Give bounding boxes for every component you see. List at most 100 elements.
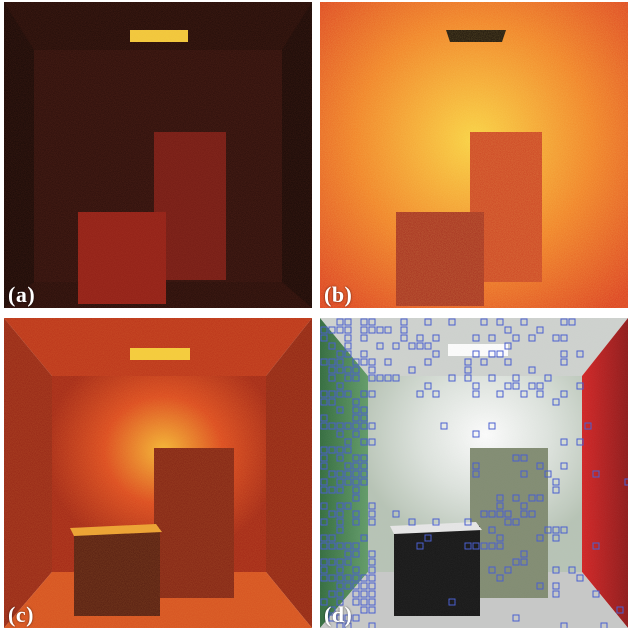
grid-square bbox=[320, 414, 328, 422]
cornell-box-render-a bbox=[4, 2, 312, 308]
grid-square bbox=[424, 534, 432, 542]
grid-square bbox=[328, 358, 336, 366]
grid-square bbox=[560, 526, 568, 534]
grid-square bbox=[520, 390, 528, 398]
grid-square bbox=[360, 582, 368, 590]
grid-square bbox=[352, 414, 360, 422]
grid-square bbox=[336, 422, 344, 430]
grid-square bbox=[400, 318, 408, 326]
grid-square bbox=[344, 350, 352, 358]
grid-square bbox=[552, 590, 560, 598]
grid-square bbox=[344, 438, 352, 446]
grid-square bbox=[552, 334, 560, 342]
grid-square bbox=[336, 430, 344, 438]
grid-square bbox=[336, 574, 344, 582]
grid-square bbox=[496, 350, 504, 358]
grid-square bbox=[344, 574, 352, 582]
grid-square bbox=[384, 374, 392, 382]
grid-square bbox=[392, 342, 400, 350]
grid-square bbox=[336, 446, 344, 454]
grid-square bbox=[560, 390, 568, 398]
grid-square bbox=[344, 446, 352, 454]
grid-square bbox=[592, 590, 600, 598]
grid-square bbox=[328, 366, 336, 374]
grid-square bbox=[512, 334, 520, 342]
grid-square bbox=[328, 590, 336, 598]
grid-square bbox=[368, 510, 376, 518]
grid-square bbox=[576, 438, 584, 446]
grid-square bbox=[352, 598, 360, 606]
grid-square bbox=[360, 534, 368, 542]
grid-square bbox=[560, 318, 568, 326]
grid-square bbox=[480, 318, 488, 326]
grid-square bbox=[368, 598, 376, 606]
grid-square bbox=[512, 614, 520, 622]
grid-square bbox=[464, 518, 472, 526]
grid-square bbox=[488, 422, 496, 430]
grid-square bbox=[528, 366, 536, 374]
grid-square bbox=[504, 326, 512, 334]
grid-square bbox=[368, 358, 376, 366]
grid-square bbox=[408, 342, 416, 350]
grid-square bbox=[336, 518, 344, 526]
grid-square bbox=[344, 390, 352, 398]
grid-square bbox=[512, 454, 520, 462]
grid-square bbox=[336, 454, 344, 462]
grid-square bbox=[320, 542, 328, 550]
grid-square bbox=[360, 350, 368, 358]
panel-label-c: (c) bbox=[8, 602, 34, 627]
grid-square bbox=[504, 518, 512, 526]
grid-square bbox=[320, 566, 328, 574]
cornell-box-render-b bbox=[320, 2, 628, 308]
panel-a: (a) bbox=[4, 2, 312, 308]
grid-square bbox=[352, 454, 360, 462]
grid-square bbox=[552, 566, 560, 574]
grid-square bbox=[344, 326, 352, 334]
grid-square bbox=[336, 358, 344, 366]
grid-square bbox=[536, 534, 544, 542]
grid-square bbox=[352, 510, 360, 518]
grid-square bbox=[496, 574, 504, 582]
grid-square bbox=[352, 374, 360, 382]
grid-square bbox=[536, 390, 544, 398]
grid-square bbox=[496, 502, 504, 510]
grid-square bbox=[344, 582, 352, 590]
grid-square bbox=[560, 334, 568, 342]
grid-square bbox=[368, 390, 376, 398]
grid-square bbox=[328, 374, 336, 382]
grid-square bbox=[336, 478, 344, 486]
grid-square bbox=[392, 510, 400, 518]
grid-square bbox=[472, 430, 480, 438]
grid-square bbox=[352, 358, 360, 366]
grid-square bbox=[472, 462, 480, 470]
grid-square bbox=[360, 358, 368, 366]
grid-square bbox=[360, 598, 368, 606]
grid-square bbox=[368, 318, 376, 326]
grid-square bbox=[520, 454, 528, 462]
grid-square bbox=[464, 366, 472, 374]
grid-square bbox=[496, 318, 504, 326]
grid-square bbox=[344, 550, 352, 558]
grid-square bbox=[360, 470, 368, 478]
grid-square bbox=[336, 406, 344, 414]
grid-square bbox=[352, 398, 360, 406]
grid-square bbox=[328, 486, 336, 494]
grid-square bbox=[624, 478, 628, 486]
grid-square bbox=[496, 494, 504, 502]
grid-square bbox=[600, 622, 608, 628]
grid-square bbox=[472, 390, 480, 398]
grid-square bbox=[320, 486, 328, 494]
grid-square bbox=[344, 334, 352, 342]
grid-square bbox=[448, 318, 456, 326]
grid-square bbox=[568, 566, 576, 574]
grid-square bbox=[344, 478, 352, 486]
grid-square bbox=[464, 374, 472, 382]
grid-square bbox=[384, 326, 392, 334]
grid-square bbox=[344, 422, 352, 430]
grid-square bbox=[616, 606, 624, 614]
grid-square bbox=[464, 542, 472, 550]
grid-square bbox=[360, 462, 368, 470]
grid-square bbox=[352, 366, 360, 374]
grid-square bbox=[336, 366, 344, 374]
grid-square bbox=[424, 358, 432, 366]
